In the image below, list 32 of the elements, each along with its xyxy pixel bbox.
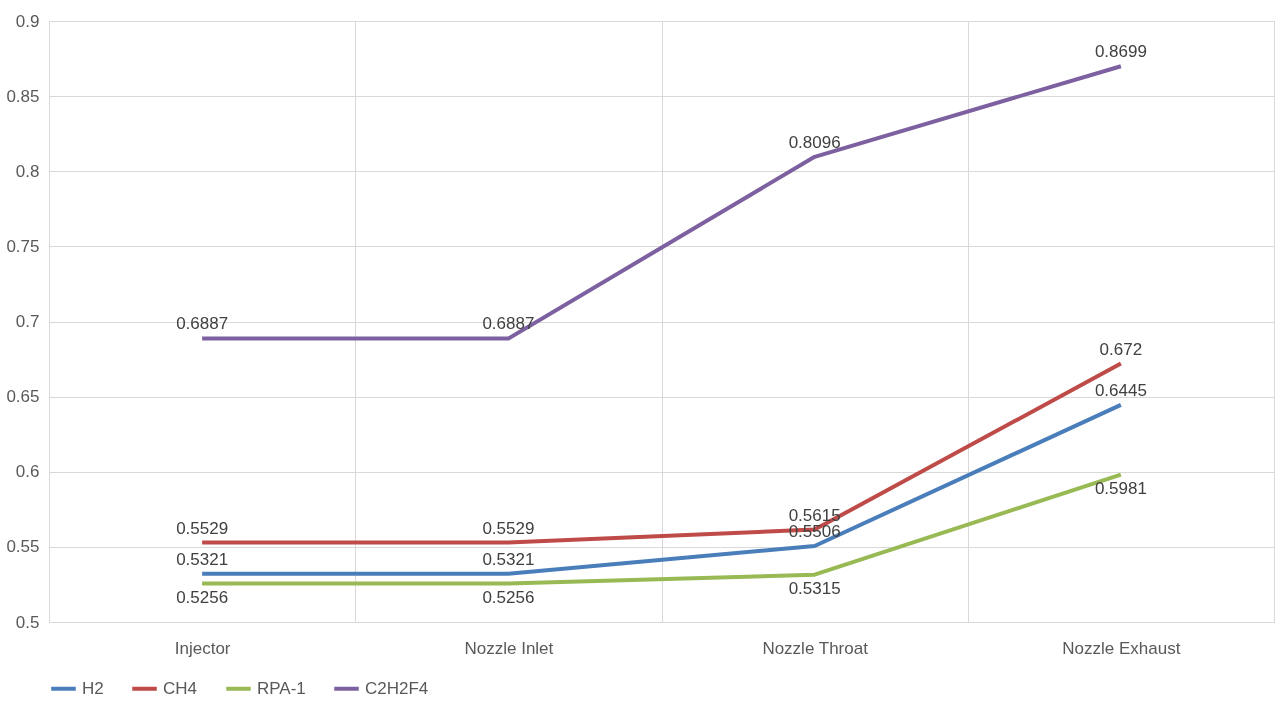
data-label: 0.5615 — [788, 505, 841, 525]
y-tick-label: 0.85 — [6, 86, 40, 106]
y-tick-label: 0.9 — [15, 11, 40, 31]
data-label: 0.5315 — [788, 578, 841, 598]
y-tick-label: 0.5 — [15, 612, 40, 632]
data-label: 0.5321 — [482, 549, 535, 569]
data-label: 0.672 — [1099, 339, 1143, 359]
x-tick-label: Injector — [174, 638, 231, 658]
legend-label: C2H2F4 — [365, 678, 429, 698]
y-tick-label: 0.55 — [6, 537, 40, 557]
data-label: 0.5256 — [482, 587, 535, 607]
legend-label: CH4 — [163, 678, 198, 698]
data-label: 0.6887 — [482, 314, 535, 334]
data-label: 0.6887 — [176, 314, 229, 334]
y-tick-label: 0.65 — [6, 387, 40, 407]
data-label: 0.5256 — [176, 587, 229, 607]
y-tick-label: 0.7 — [15, 312, 40, 331]
x-tick-label: Nozzle Inlet — [464, 638, 554, 658]
data-label: 0.5529 — [482, 518, 535, 538]
y-tick-label: 0.75 — [6, 236, 40, 256]
x-tick-label: Nozzle Throat — [762, 638, 869, 658]
legend-label: RPA-1 — [257, 678, 306, 698]
data-label: 0.5981 — [1094, 478, 1147, 498]
data-label: 0.6445 — [1094, 380, 1147, 400]
y-tick-label: 0.6 — [15, 462, 40, 482]
data-label: 0.5321 — [176, 549, 229, 569]
legend-label: H2 — [82, 678, 104, 698]
data-label: 0.8699 — [1094, 42, 1147, 62]
x-tick-label: Nozzle Exhaust — [1062, 638, 1181, 658]
data-label: 0.5529 — [176, 518, 229, 538]
y-tick-label: 0.8 — [15, 161, 40, 181]
data-label: 0.8096 — [788, 132, 841, 152]
